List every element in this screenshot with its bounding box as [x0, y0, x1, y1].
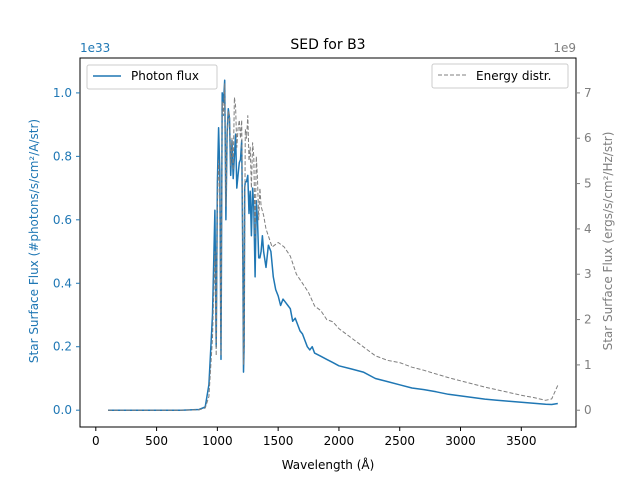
right-y-axis-label: Star Surface Flux (ergs/s/cm²/Hz/str)	[601, 132, 615, 351]
left-y-tick-label: 0.4	[53, 276, 72, 290]
left-y-tick-label: 0.0	[53, 403, 72, 417]
left-axis-offset-label: 1e33	[80, 41, 110, 55]
right-y-tick-label: 1	[584, 358, 592, 372]
x-tick-label: 0	[92, 434, 100, 448]
x-tick-label: 2000	[324, 434, 355, 448]
x-tick-label: 3500	[506, 434, 537, 448]
energy-distribution-line	[108, 83, 559, 411]
right-y-tick-label: 6	[584, 131, 592, 145]
legend-photon-label: Photon flux	[131, 69, 199, 83]
legend-photon: Photon flux	[86, 64, 218, 90]
left-y-tick-label: 0.6	[53, 213, 72, 227]
x-tick-label: 1500	[263, 434, 294, 448]
x-tick-label: 3000	[445, 434, 476, 448]
axes: 0 500 1000 1500 2000 2500 3000 3500 0.0 0.2 0.4 0.6…	[53, 57, 592, 448]
x-tick-label: 500	[145, 434, 168, 448]
right-y-tick-label: 3	[584, 267, 592, 281]
plot-area	[108, 79, 559, 411]
legend-energy-label: Energy distr.	[476, 69, 551, 83]
right-axis-offset-label: 1e9	[553, 41, 576, 55]
x-tick-label: 1000	[202, 434, 233, 448]
x-tick-label: 2500	[384, 434, 415, 448]
legend-energy: Energy distr.	[431, 63, 569, 89]
left-y-axis-label: Star Surface Flux (#photons/s/cm²/A/str)	[27, 119, 41, 363]
left-y-tick-label: 1.0	[53, 86, 72, 100]
legend-energy-box	[431, 63, 569, 89]
left-y-tick-label: 0.8	[53, 149, 72, 163]
right-y-tick-label: 5	[584, 177, 592, 191]
right-y-tick-label: 0	[584, 403, 592, 417]
left-y-tick-label: 0.2	[53, 340, 72, 354]
right-y-tick-label: 2	[584, 313, 592, 327]
chart-title: SED for B3	[290, 37, 365, 53]
x-axis-label: Wavelength (Å)	[282, 457, 375, 472]
right-y-tick-label: 4	[584, 222, 592, 236]
right-y-tick-label: 7	[584, 86, 592, 100]
axes-frame	[79, 57, 577, 428]
legend-photon-box	[86, 64, 218, 90]
